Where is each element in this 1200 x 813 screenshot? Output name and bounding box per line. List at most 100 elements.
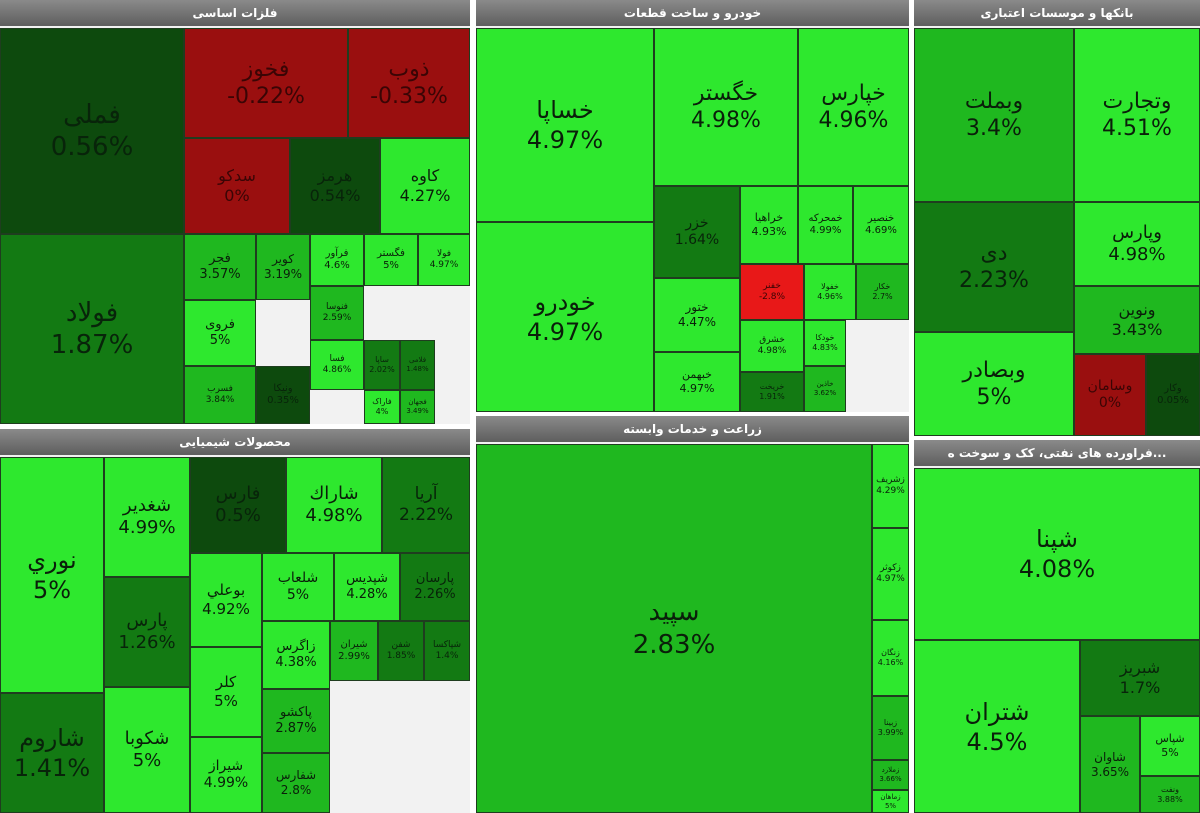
treemap-tile[interactable]: كلر 5% [190,647,262,737]
tile-symbol: فولا [436,248,452,259]
treemap-tile[interactable]: زماهان 5% [872,790,909,813]
tile-change-percent: 5% [884,801,897,810]
treemap-tile[interactable]: سپید 2.83% [476,444,872,813]
treemap-tile[interactable]: شبریز 1.7% [1080,640,1200,716]
treemap-tile[interactable]: فسرب 3.84% [184,366,256,424]
treemap-tile[interactable]: ذوب -0.33% [348,28,470,138]
treemap-tile[interactable]: خگستر 4.98% [654,28,798,186]
tile-symbol: خشرق [759,334,785,345]
treemap-tile[interactable]: خفولا 4.96% [804,264,856,320]
treemap-tile[interactable]: ونوین 3.43% [1074,286,1200,354]
treemap-tile[interactable]: خودکا 4.83% [804,320,846,366]
treemap-tile[interactable]: ساپا 2.02% [364,340,400,390]
treemap-tile[interactable]: پاكشو 2.87% [262,689,330,753]
treemap-tile[interactable]: زشریف 4.29% [872,444,909,528]
treemap-tile[interactable]: شکوبا 5% [104,687,190,813]
tile-symbol: فولاد [65,297,119,328]
tile-symbol: زملارد [881,766,900,775]
treemap-tile[interactable]: خاذین 3.62% [804,366,846,412]
treemap-tile[interactable]: زملارد 3.66% [872,760,909,790]
treemap-tile[interactable]: شپاس 5% [1140,716,1200,776]
treemap-tile[interactable]: فروی 5% [184,300,256,366]
tile-change-percent: 3.57% [199,267,241,282]
tile-symbol: فگستر [377,247,405,259]
treemap-tile[interactable]: سدکو 0% [184,138,290,234]
treemap-tile[interactable]: ونفت 3.88% [1140,776,1200,813]
tile-symbol: وبصادر [962,357,1026,383]
treemap-tile[interactable]: وکار 0.05% [1146,354,1200,436]
tile-symbol: ونیکا [273,382,293,394]
treemap-tile[interactable]: شتران 4.5% [914,640,1080,813]
treemap-tile[interactable]: خشرق 4.98% [740,320,804,372]
treemap-tile[interactable]: شاوان 3.65% [1080,716,1140,813]
treemap-tile[interactable]: شپديس 4.28% [334,553,400,621]
treemap-tile[interactable]: وبصادر 5% [914,332,1074,436]
treemap-tile[interactable]: زاگرس 4.38% [262,621,330,689]
treemap-tile[interactable]: ونیکا 0.35% [256,366,310,424]
treemap-tile[interactable]: فولا 4.97% [418,234,470,286]
treemap-tile[interactable]: خکار 2.7% [856,264,909,320]
treemap-tile[interactable]: شاروم 1.41% [0,693,104,813]
treemap-tile[interactable]: خراهیا 4.93% [740,186,798,264]
treemap-tile[interactable]: وتجارت 4.51% [1074,28,1200,202]
treemap-tile[interactable]: شاراك 4.98% [286,457,382,553]
treemap-tile[interactable]: زکوثر 4.97% [872,528,909,620]
treemap-tile[interactable]: فگستر 5% [364,234,418,286]
treemap-tile[interactable]: کاوه 4.27% [380,138,470,234]
treemap-tile[interactable]: فسا 4.86% [310,340,364,390]
treemap-tile[interactable]: خبهمن 4.97% [654,352,740,412]
tile-change-percent: 5% [383,260,399,271]
treemap-tile[interactable]: نوري 5% [0,457,104,693]
treemap-tile[interactable]: زبینا 3.99% [872,696,909,760]
tile-symbol: فملی [63,99,121,130]
treemap-tile[interactable]: شفن 1.85% [378,621,424,681]
treemap-tile[interactable]: فاراک 4% [364,390,400,424]
tile-symbol: شلعاب [277,569,319,586]
treemap-tile[interactable]: وبملت 3.4% [914,28,1074,202]
treemap-tile[interactable]: فملی 0.56% [0,28,184,234]
tile-change-percent: 5% [32,576,72,604]
treemap-tile[interactable]: خمحرکه 4.99% [798,186,853,264]
treemap-tile[interactable]: خودرو 4.97% [476,222,654,412]
treemap-tile[interactable]: خزر 1.64% [654,186,740,278]
treemap-tile[interactable]: وپارس 4.98% [1074,202,1200,286]
tile-change-percent: 4.98% [1108,244,1166,265]
treemap-tile[interactable]: بوعلي 4.92% [190,553,262,647]
treemap-tile[interactable]: خریخت 1.91% [740,372,804,412]
tile-symbol: زاگرس [276,638,316,654]
tile-symbol: بوعلي [206,581,246,600]
treemap-tile[interactable]: شفارس 2.8% [262,753,330,813]
tile-symbol: شپديس [346,570,388,586]
tile-change-percent: 0.56% [50,132,134,162]
treemap-tile[interactable]: فارس 0.5% [190,457,286,553]
treemap-tile[interactable]: فولاد 1.87% [0,234,184,424]
treemap-tile[interactable]: شيراز 4.99% [190,737,262,813]
treemap-tile[interactable]: خساپا 4.97% [476,28,654,222]
treemap-tile[interactable]: خپارس 4.96% [798,28,909,186]
treemap-tile[interactable]: فجر 3.57% [184,234,256,300]
treemap-tile[interactable]: پارس 1.26% [104,577,190,687]
treemap-tile[interactable]: ختور 4.47% [654,278,740,352]
treemap-tile[interactable]: فنوسا 2.59% [310,286,364,340]
treemap-tile[interactable]: فخوز -0.22% [184,28,348,138]
tile-change-percent: 1.7% [1119,678,1161,697]
panel-basic-metals: فلزات اساسی فملی 0.56% فولاد 1.87% فخوز -0.22… [0,0,470,424]
treemap-tile[interactable]: وسامان 0% [1074,354,1146,436]
treemap-tile[interactable]: فلامی 1.48% [400,340,435,390]
treemap-tile[interactable]: شيران 2.99% [330,621,378,681]
treemap-tile[interactable]: شغدير 4.99% [104,457,190,577]
treemap-tile[interactable]: خنصیر 4.69% [853,186,909,264]
treemap-tile[interactable]: زنگان 4.16% [872,620,909,696]
treemap-tile[interactable]: فرآور 4.6% [310,234,364,286]
treemap-tile[interactable]: کویر 3.19% [256,234,310,300]
tile-symbol: شتران [964,697,1030,726]
treemap-tile[interactable]: فجهان 3.49% [400,390,435,424]
treemap-tile[interactable]: دی 2.23% [914,202,1074,332]
treemap-tile[interactable]: شپاكسا 1.4% [424,621,470,681]
treemap-tile[interactable]: هرمز 0.54% [290,138,380,234]
treemap-tile[interactable]: شلعاب 5% [262,553,334,621]
treemap-tile[interactable]: شپنا 4.08% [914,468,1200,640]
treemap-tile[interactable]: پارسان 2.26% [400,553,470,621]
treemap-tile[interactable]: آريا 2.22% [382,457,470,553]
treemap-tile[interactable]: خفنر -2.8% [740,264,804,320]
